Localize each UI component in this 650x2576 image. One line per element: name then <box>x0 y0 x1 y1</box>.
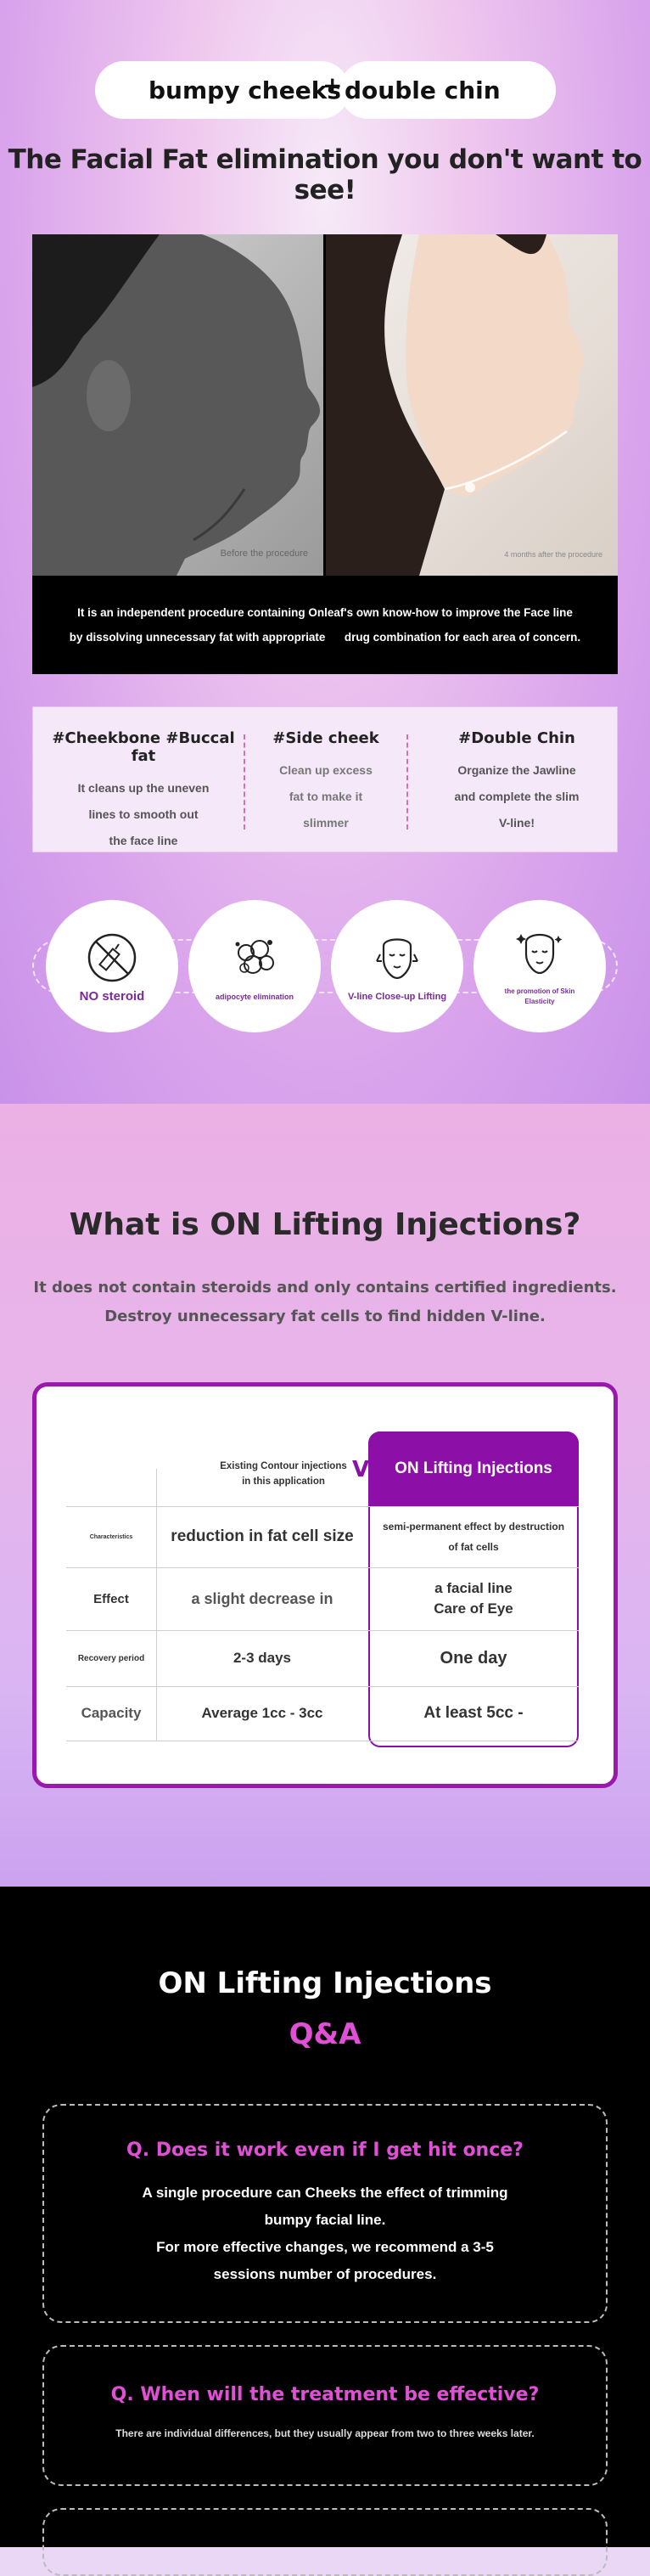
existing-value: Average 1cc - 3cc <box>201 1705 323 1721</box>
qa-title: ON Lifting Injections <box>158 1966 492 2000</box>
qa-card: Q. Does it work even if I get hit once? … <box>42 2104 608 2323</box>
table-divider <box>66 1567 579 1568</box>
feature-line: and complete the slim <box>454 790 580 803</box>
existing-value: 2-3 days <box>233 1650 292 1666</box>
feature-line: fat to make it <box>289 790 363 803</box>
badge-v-line: V-line Close-up Lifting <box>331 900 463 1032</box>
no-syringe-icon <box>87 933 137 982</box>
before-after-box: Before the procedure 4 months after the … <box>32 234 618 674</box>
description-line: It is an independent procedure containin… <box>77 606 573 619</box>
answer-line: A single procedure can Cheeks the effect… <box>142 2185 508 2201</box>
tag-pill-double-chin: double chin <box>339 61 556 119</box>
profile-silhouette-icon <box>326 234 585 576</box>
feature-cheekbone: #Cheekbone #Buccal fat It cleans up the … <box>50 729 237 854</box>
tag-pill-bumpy-cheeks: bumpy cheeks <box>95 61 350 119</box>
answer: There are individual differences, but th… <box>44 2427 606 2439</box>
feature-divider <box>406 734 408 830</box>
feature-title: #Double Chin <box>458 729 575 747</box>
answer-line: There are individual differences, but th… <box>115 2427 535 2439</box>
badge-label: adipocyte elimination <box>215 993 294 1001</box>
badge-adipocyte: adipocyte elimination <box>188 900 321 1032</box>
subtitle-line: It does not contain steroids and only co… <box>33 1279 617 1296</box>
about-title: What is ON Lifting Injections? <box>69 1207 581 1242</box>
before-photo: Before the procedure <box>32 234 323 576</box>
after-photo: 4 months after the procedure <box>326 234 618 576</box>
on-value: semi-permanent effect by destruction of … <box>382 1521 565 1553</box>
about-section: What is ON Lifting Injections? It does n… <box>0 1104 650 1887</box>
face-elasticity-icon <box>516 933 563 975</box>
feature-line: It cleans up the uneven <box>77 781 210 795</box>
feature-title: #Side cheek <box>272 729 379 747</box>
qa-card: Q. When will the treatment be effective?… <box>42 2345 608 2486</box>
row-label: Recovery period <box>77 1653 145 1663</box>
col-existing-header: Existing Contour injections in this appl… <box>220 1461 347 1487</box>
on-value: a facial line Care of Eye <box>434 1580 513 1617</box>
existing-value: reduction in fat cell size <box>171 1527 354 1545</box>
badge-no-steroid: NO steroid <box>46 900 178 1032</box>
badge-label: NO steroid <box>79 989 145 1004</box>
feature-line: lines to smooth out <box>88 807 199 821</box>
hero-headline: The Facial Fat elimination you don't wan… <box>8 144 642 205</box>
feature-divider <box>244 734 245 830</box>
hero-section: bumpy cheeks double chin + The Facial Fa… <box>0 0 650 1104</box>
about-subtitle: It does not contain steroids and only co… <box>0 1274 650 1331</box>
row-label: Effect <box>93 1591 129 1606</box>
feature-desc: It cleans up the uneven lines to smooth … <box>50 775 237 854</box>
fat-cell-icon <box>235 940 274 974</box>
tag-text: bumpy cheeks <box>148 76 341 104</box>
on-lifting-highlight <box>368 1431 579 1747</box>
feature-line: V-line! <box>498 816 535 830</box>
badges-track <box>32 939 618 993</box>
after-caption: 4 months after the procedure <box>504 550 602 559</box>
plus-sign: + <box>322 71 343 99</box>
answer-line: bumpy facial line. <box>264 2212 386 2228</box>
badge-label: V-line Close-up Lifting <box>347 992 447 1002</box>
feature-line: Clean up excess <box>279 763 373 777</box>
table-divider <box>66 1686 579 1687</box>
feature-desc: Clean up excess fat to make it slimmer <box>245 757 406 836</box>
v-line-face-icon <box>376 938 418 980</box>
table-divider <box>66 1630 579 1631</box>
table-divider <box>66 1506 579 1507</box>
feature-line: the face line <box>109 834 178 847</box>
feature-box: #Cheekbone #Buccal fat It cleans up the … <box>32 706 618 852</box>
feature-title: #Cheekbone #Buccal fat <box>52 729 235 765</box>
on-value: One day <box>440 1648 507 1668</box>
existing-value: a slight decrease in <box>191 1589 333 1607</box>
row-label: Capacity <box>81 1705 142 1721</box>
col-on-header: ON Lifting Injections <box>368 1431 579 1506</box>
feature-double-chin: #Double Chin Organize the Jawline and co… <box>415 729 619 836</box>
description-line: by dissolving unnecessary fat with appro… <box>69 631 581 644</box>
procedure-description: It is an independent procedure containin… <box>32 576 618 674</box>
answer: A single procedure can Cheeks the effect… <box>44 2179 606 2288</box>
feature-line: Organize the Jawline <box>457 763 576 777</box>
subtitle-line: Destroy unnecessary fat cells to find hi… <box>104 1308 546 1325</box>
question: Q. When will the treatment be effective? <box>110 2384 540 2405</box>
qa-subtitle: Q&A <box>289 2017 361 2051</box>
feature-desc: Organize the Jawline and complete the sl… <box>415 757 619 836</box>
badge-label: the promotion of Skin Elasticity <box>504 987 575 1005</box>
before-caption: Before the procedure <box>220 548 308 559</box>
answer-line: sessions number of procedures. <box>213 2266 437 2282</box>
tag-text: double chin <box>345 76 501 104</box>
badge-skin-elasticity: the promotion of Skin Elasticity <box>473 900 606 1032</box>
qa-card <box>42 2508 608 2576</box>
question: Q. Does it work even if I get hit once? <box>126 2140 524 2161</box>
row-label: Characteristics <box>89 1533 133 1540</box>
feature-side-cheek: #Side cheek Clean up excess fat to make … <box>245 729 406 836</box>
table-divider <box>156 1469 157 1741</box>
feature-line: slimmer <box>303 816 349 830</box>
answer-line: For more effective changes, we recommend… <box>156 2239 494 2255</box>
profile-silhouette-icon <box>32 234 321 576</box>
qa-section: ON Lifting Injections Q&A Q. Does it wor… <box>0 1887 650 2576</box>
on-value: At least 5cc - <box>423 1704 524 1722</box>
